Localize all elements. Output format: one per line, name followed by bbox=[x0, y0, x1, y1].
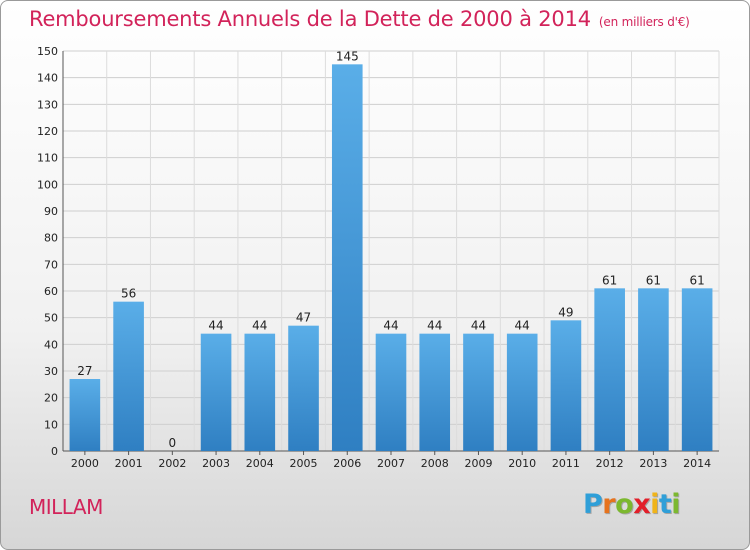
y-tick-label: 70 bbox=[44, 258, 58, 271]
x-tick-label: 2004 bbox=[246, 457, 274, 470]
x-tick-label: 2003 bbox=[202, 457, 230, 470]
y-tick-label: 80 bbox=[44, 232, 58, 245]
commune-name: MILLAM bbox=[29, 495, 103, 519]
data-label: 44 bbox=[383, 319, 398, 333]
bar bbox=[331, 64, 363, 452]
x-tick-label: 2005 bbox=[290, 457, 318, 470]
bar bbox=[288, 325, 319, 451]
data-label: 145 bbox=[336, 49, 359, 63]
y-tick-label: 130 bbox=[37, 98, 58, 111]
bar bbox=[550, 320, 582, 451]
y-tick-label: 120 bbox=[37, 125, 58, 138]
bar bbox=[594, 288, 625, 451]
y-tick-label: 90 bbox=[44, 205, 58, 218]
data-label: 44 bbox=[252, 319, 267, 333]
bar bbox=[638, 288, 669, 451]
axes: 0 10 20 30 40 50 60 70 80 90 100 110 120 130 140 150 200… bbox=[37, 45, 719, 470]
y-tick-label: 40 bbox=[44, 338, 58, 351]
bar bbox=[244, 333, 276, 451]
proxiti-logo: Proxiti bbox=[583, 489, 681, 520]
y-tick-label: 0 bbox=[51, 445, 58, 458]
bar bbox=[113, 301, 144, 451]
bar bbox=[681, 288, 713, 451]
x-tick-label: 2013 bbox=[639, 457, 667, 470]
chart-subtitle: (en milliers d'€) bbox=[598, 15, 690, 29]
y-tick-label: 20 bbox=[44, 392, 58, 405]
x-tick-label: 2009 bbox=[464, 457, 492, 470]
bar bbox=[506, 333, 538, 451]
data-labels: 27 56 0 44 44 47 145 44 44 44 44 49 61 61 61 bbox=[77, 49, 705, 450]
data-label: 61 bbox=[602, 273, 617, 287]
logo-letter: i bbox=[650, 489, 659, 520]
data-label: 44 bbox=[471, 319, 486, 333]
y-tick-label: 60 bbox=[44, 285, 58, 298]
bar bbox=[419, 333, 451, 451]
y-tick-label: 150 bbox=[37, 45, 58, 58]
x-tick-label: 2001 bbox=[115, 457, 143, 470]
x-tick-label: 2011 bbox=[552, 457, 580, 470]
x-tick-label: 2008 bbox=[421, 457, 449, 470]
data-label: 44 bbox=[515, 319, 530, 333]
x-tick-label: 2012 bbox=[596, 457, 624, 470]
x-tick-label: 2007 bbox=[377, 457, 405, 470]
x-tick-label: 2006 bbox=[333, 457, 361, 470]
bar bbox=[69, 379, 101, 451]
logo-letter: o bbox=[615, 489, 634, 520]
y-tick-label: 110 bbox=[37, 152, 58, 165]
data-label: 47 bbox=[296, 311, 311, 325]
logo-letter: P bbox=[583, 489, 603, 520]
data-label: 44 bbox=[208, 319, 223, 333]
y-tick-label: 30 bbox=[44, 365, 58, 378]
bar bbox=[375, 333, 407, 451]
bars bbox=[69, 64, 713, 452]
data-label: 49 bbox=[558, 305, 573, 319]
bar bbox=[463, 333, 494, 451]
y-tick-label: 50 bbox=[44, 312, 58, 325]
data-label: 44 bbox=[427, 319, 442, 333]
data-label: 27 bbox=[77, 364, 92, 378]
x-tick-label: 2014 bbox=[683, 457, 711, 470]
x-tick-label: 2000 bbox=[71, 457, 99, 470]
chart-title: Remboursements Annuels de la Dette de 20… bbox=[29, 7, 690, 31]
bar bbox=[200, 333, 232, 451]
logo-letter: x bbox=[633, 489, 651, 520]
y-tick-label: 10 bbox=[44, 418, 58, 431]
data-label: 0 bbox=[169, 436, 177, 450]
y-tick-label: 100 bbox=[37, 178, 58, 191]
x-tick-label: 2010 bbox=[508, 457, 536, 470]
logo-letter: t bbox=[658, 489, 672, 520]
chart-title-text: Remboursements Annuels de la Dette de 20… bbox=[29, 7, 591, 31]
data-label: 61 bbox=[689, 273, 704, 287]
y-tick-label: 140 bbox=[37, 72, 58, 85]
x-tick-label: 2002 bbox=[158, 457, 186, 470]
data-label: 61 bbox=[646, 273, 661, 287]
data-label: 56 bbox=[121, 287, 136, 301]
logo-letter: i bbox=[671, 489, 681, 520]
logo-letter: r bbox=[602, 489, 616, 520]
